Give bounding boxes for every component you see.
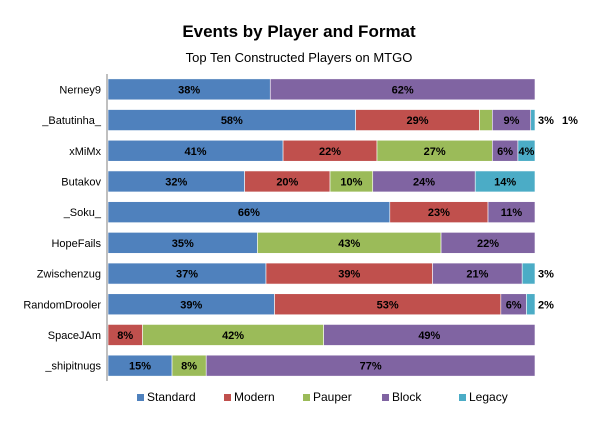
- category-label: _Batutinha_: [41, 115, 102, 127]
- bar-segment-legacy: [526, 293, 536, 316]
- data-label: 4%: [519, 146, 535, 158]
- bar-segment-pauper: [479, 109, 493, 131]
- category-label: Zwischenzug: [37, 269, 101, 281]
- category-label: RandomDrooler: [23, 299, 101, 311]
- data-label: 11%: [501, 207, 523, 219]
- data-label: 43%: [338, 238, 360, 250]
- bars-group: Nerney9 38% 62% _Batutinha_ 58% 29% 3% 9% 1% xMiM…: [23, 78, 578, 377]
- data-label: 10%: [340, 176, 362, 188]
- data-label: 41%: [185, 146, 207, 158]
- data-label: 3%: [538, 269, 554, 281]
- data-label: 9%: [504, 115, 520, 127]
- bar-segment-block: [440, 232, 536, 254]
- data-label: 24%: [413, 176, 435, 188]
- data-label: 58%: [221, 115, 243, 127]
- legend-swatch-block: [382, 394, 389, 401]
- data-label: 22%: [477, 238, 499, 250]
- data-label: 39%: [180, 299, 202, 311]
- data-label: 53%: [377, 299, 399, 311]
- bar-segment-block: [205, 354, 536, 377]
- data-label: 27%: [424, 146, 446, 158]
- legend-swatch-pauper: [303, 394, 310, 401]
- data-label: 23%: [428, 207, 450, 219]
- data-label: 32%: [165, 176, 187, 188]
- data-label: 6%: [497, 146, 513, 158]
- legend-label: Legacy: [469, 390, 508, 404]
- data-label: 49%: [418, 330, 440, 342]
- legend-label: Block: [392, 390, 422, 404]
- category-label: HopeFails: [51, 238, 101, 250]
- data-label: 15%: [129, 361, 151, 373]
- data-label: 29%: [407, 115, 429, 127]
- category-label: xMiMx: [69, 146, 101, 158]
- data-label: 6%: [506, 299, 522, 311]
- bar-segment-block: [323, 324, 536, 346]
- category-label: _Soku_: [63, 207, 102, 219]
- data-label: 42%: [222, 330, 244, 342]
- bar-segment-legacy: [517, 139, 536, 162]
- data-label: 62%: [392, 84, 414, 96]
- legend-swatch-standard: [137, 394, 144, 401]
- legend-label: Pauper: [313, 390, 352, 404]
- data-label: 39%: [338, 269, 360, 281]
- data-label: 3%: [538, 115, 554, 127]
- legend-label: Modern: [234, 390, 275, 404]
- data-label: 66%: [238, 207, 260, 219]
- legend-label: Standard: [147, 390, 196, 404]
- category-label: _shipitnugs: [44, 361, 101, 373]
- bar-segment-legacy: [521, 262, 536, 285]
- data-label: 37%: [176, 269, 198, 281]
- data-label: 2%: [538, 299, 554, 311]
- bar-segment-legacy: [530, 109, 536, 131]
- bar-segment-block: [269, 78, 536, 101]
- data-label: 22%: [319, 146, 341, 158]
- category-label: SpaceJAm: [48, 330, 101, 342]
- data-label: 20%: [276, 176, 298, 188]
- legend-swatch-modern: [224, 394, 231, 401]
- legend-swatch-legacy: [459, 394, 466, 401]
- data-label: 14%: [494, 176, 516, 188]
- chart-title: Events by Player and Format: [182, 22, 416, 41]
- category-label: Butakov: [61, 176, 101, 188]
- data-label: 35%: [172, 238, 194, 250]
- data-label: 77%: [360, 361, 382, 373]
- data-label: 38%: [178, 84, 200, 96]
- bar-segment-block: [487, 201, 536, 223]
- data-label: 21%: [466, 269, 488, 281]
- bar-segment-legacy: [474, 170, 536, 193]
- chart-subtitle: Top Ten Constructed Players on MTGO: [186, 50, 413, 65]
- data-label: 8%: [181, 361, 197, 373]
- data-label: 1%: [562, 115, 578, 127]
- legend: Standard Modern Pauper Block Legacy: [137, 390, 508, 404]
- category-label: Nerney9: [59, 84, 101, 96]
- data-label: 8%: [117, 330, 133, 342]
